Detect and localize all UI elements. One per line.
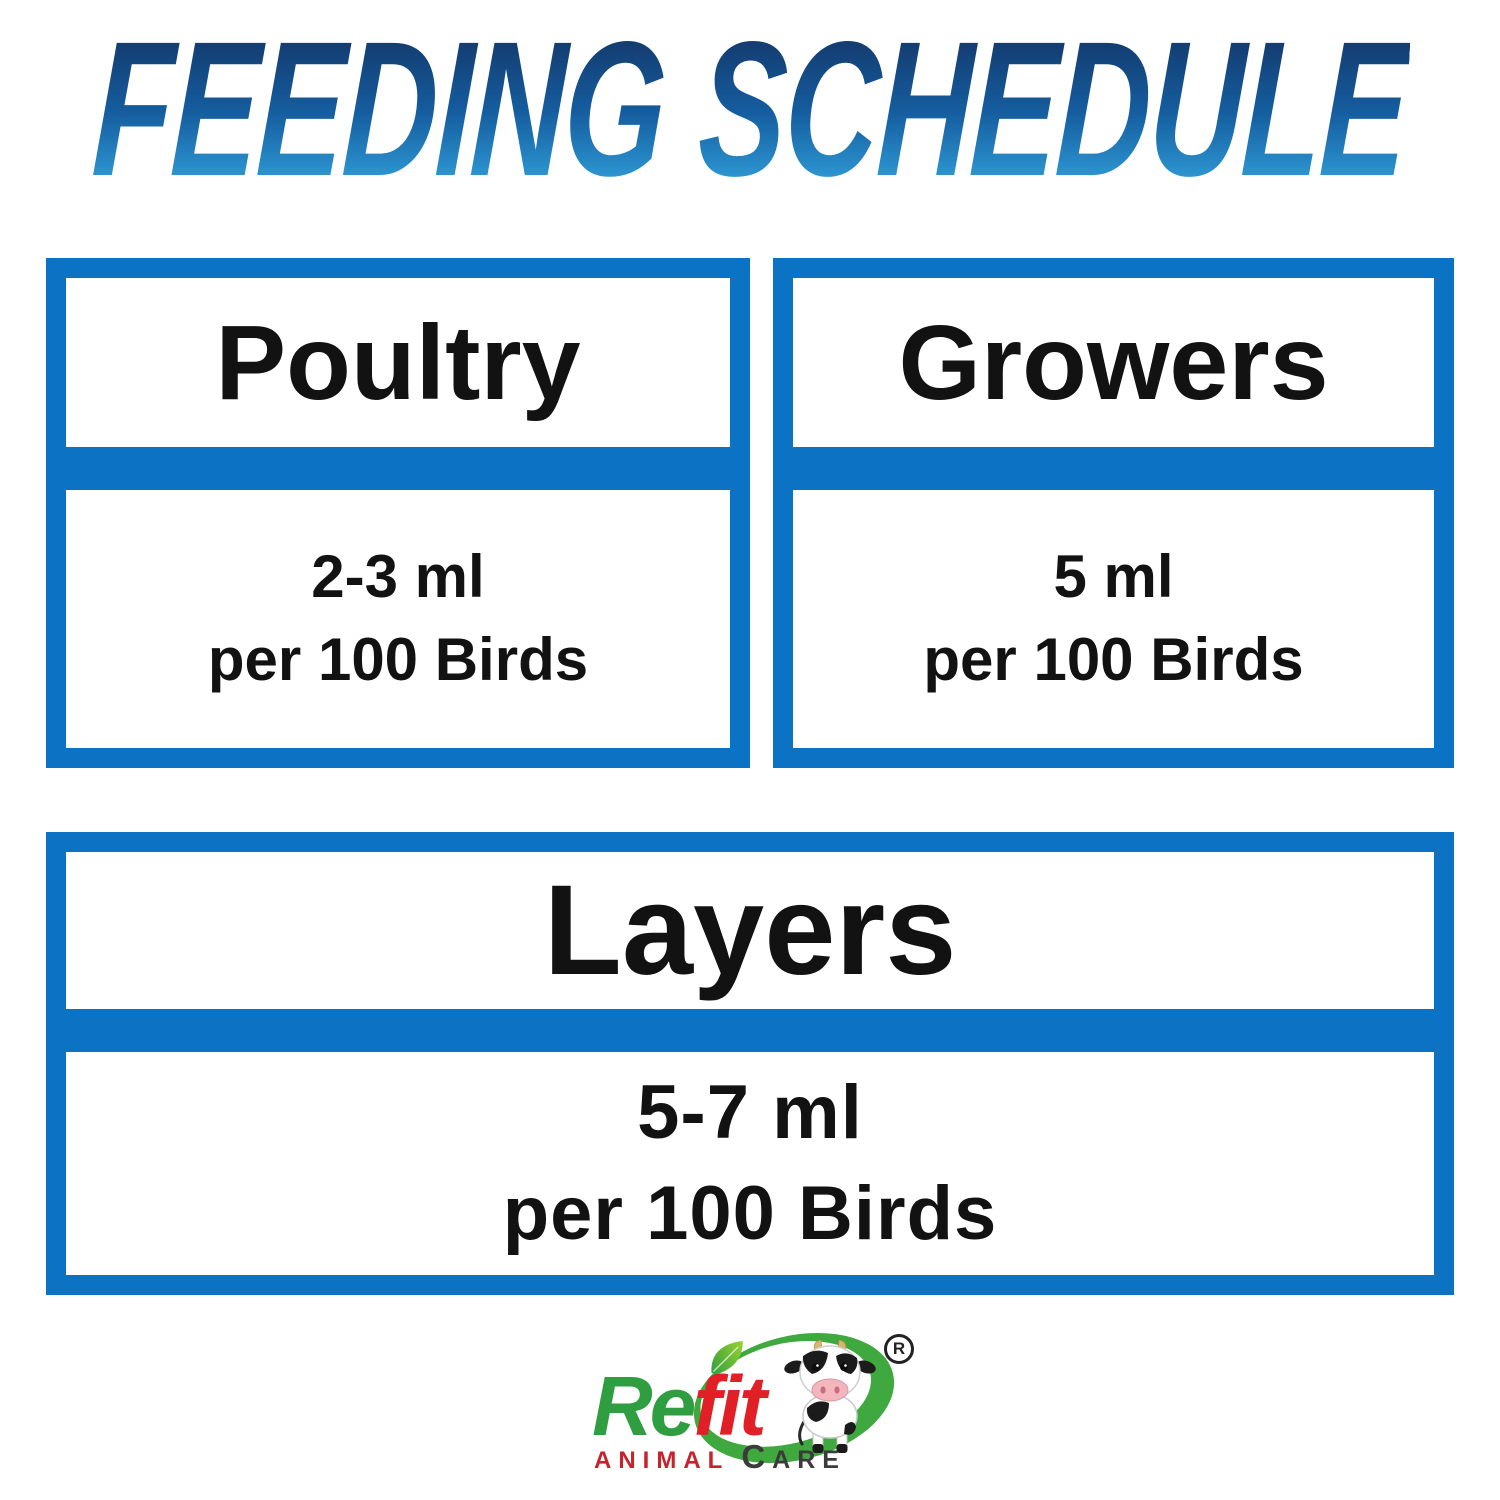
poster-title: FEEDING SCHEDULE [88,1,1412,216]
dose-per: per 100 Birds [502,1170,998,1256]
card-poultry-value-cell: 2-3 ml per 100 Birds [66,490,730,748]
card-growers-value-cell: 5 ml per 100 Birds [793,490,1434,748]
refit-animal-care-logo: Refit ANIMAL CARE R [586,1312,946,1490]
brand-fit: fit [693,1359,766,1453]
dose-amount: 2-3 ml [311,543,485,611]
card-growers: Growers 5 ml per 100 Birds [773,258,1454,768]
card-poultry-heading-cell: Poultry [66,278,730,447]
card-growers-heading-cell: Growers [793,278,1434,447]
card-layers-dose: 5-7 ml per 100 Birds [503,1063,998,1264]
dose-amount: 5 ml [1053,543,1174,611]
brand-subtitle-care: CARE [741,1438,846,1475]
registered-trademark-icon: R [884,1334,914,1364]
cow-illustration-icon [784,1340,876,1453]
brand-subtitle-animal: ANIMAL [594,1447,730,1474]
poster-title-wrap: FEEDING SCHEDULE [0,1,1500,216]
schedule-row-top: Poultry 2-3 ml per 100 Birds Growers 5 m… [46,258,1454,768]
card-poultry: Poultry 2-3 ml per 100 Birds [46,258,750,768]
card-layers-value-cell: 5-7 ml per 100 Birds [66,1052,1434,1275]
card-layers-heading: Layers [543,858,957,1002]
brand-subtitle: ANIMAL CARE [594,1438,846,1476]
leaf-icon [711,1340,743,1375]
dose-per: per 100 Birds [923,626,1304,693]
card-layers: Layers 5-7 ml per 100 Birds [46,832,1454,1295]
card-growers-heading: Growers [898,303,1329,422]
brand-re: Re [592,1359,696,1453]
card-poultry-heading: Poultry [215,303,581,422]
dose-per: per 100 Birds [207,626,589,693]
card-poultry-dose: 2-3 ml per 100 Birds [208,536,588,702]
dose-amount: 5-7 ml [637,1070,863,1156]
brand-wordmark: Refit [592,1364,767,1448]
schedule-row-bottom: Layers 5-7 ml per 100 Birds [46,832,1454,1295]
card-layers-heading-cell: Layers [66,852,1434,1009]
card-growers-dose: 5 ml per 100 Birds [923,536,1303,702]
